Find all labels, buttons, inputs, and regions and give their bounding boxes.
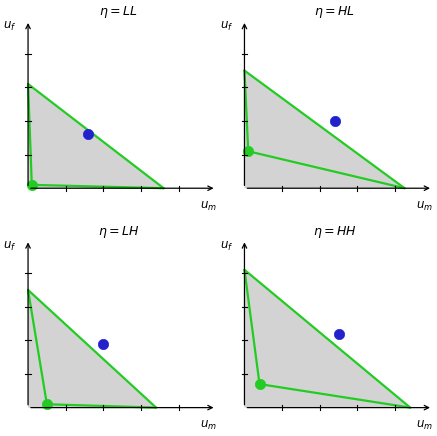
- Title: $\eta = LH$: $\eta = LH$: [98, 224, 139, 239]
- Polygon shape: [28, 84, 164, 188]
- Text: $u_f$: $u_f$: [220, 20, 233, 33]
- Text: $u_m$: $u_m$: [416, 419, 433, 433]
- Text: $u_m$: $u_m$: [200, 419, 216, 433]
- Text: $u_m$: $u_m$: [416, 200, 433, 213]
- Polygon shape: [244, 71, 405, 188]
- Point: [331, 118, 338, 125]
- Point: [245, 148, 252, 155]
- Text: $u_f$: $u_f$: [220, 239, 233, 252]
- Point: [256, 381, 263, 388]
- Point: [100, 340, 107, 347]
- Title: $\eta = HH$: $\eta = HH$: [313, 224, 357, 239]
- Point: [43, 401, 50, 408]
- Point: [28, 181, 35, 188]
- Point: [335, 330, 342, 337]
- Text: $u_f$: $u_f$: [3, 20, 17, 33]
- Polygon shape: [28, 290, 156, 408]
- Text: $u_f$: $u_f$: [3, 239, 17, 252]
- Point: [85, 131, 92, 138]
- Text: $u_m$: $u_m$: [200, 200, 216, 213]
- Title: $\eta = LL$: $\eta = LL$: [99, 4, 138, 20]
- Polygon shape: [244, 270, 410, 408]
- Title: $\eta = HL$: $\eta = HL$: [315, 4, 355, 20]
